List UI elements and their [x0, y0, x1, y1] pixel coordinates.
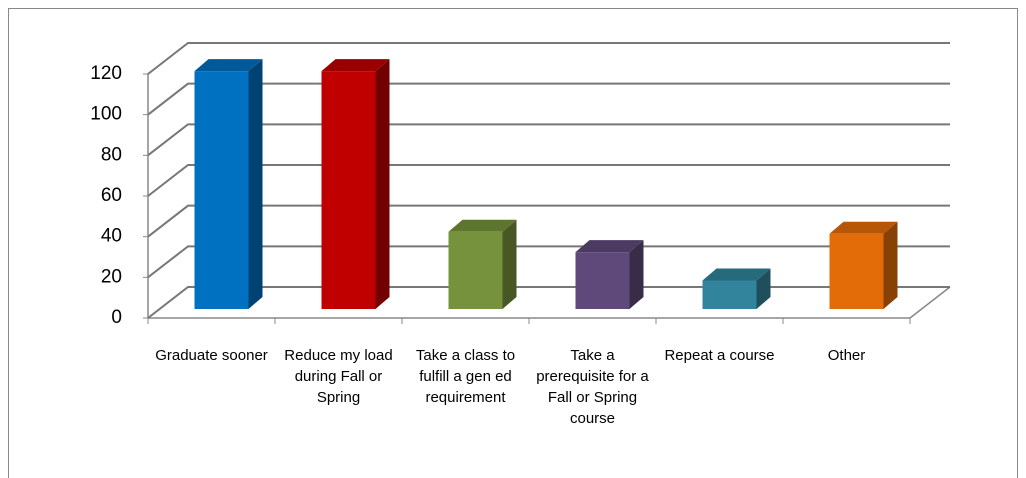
bar — [448, 219, 517, 309]
bar-front — [194, 71, 249, 309]
bar-side — [375, 59, 390, 309]
bar-top — [829, 221, 898, 234]
x-tick-label: Repeat a course — [664, 347, 775, 364]
bar-top — [448, 219, 517, 232]
x-tick-label: Other — [827, 347, 866, 364]
bar-side — [502, 219, 517, 309]
y-tick-label: 40 — [101, 226, 122, 247]
x-tick-label: Graduate sooner — [155, 347, 268, 364]
x-tick-label: Take a class to fulfill a gen ed require… — [415, 347, 516, 406]
y-tick-label: 20 — [101, 266, 122, 287]
floor-right — [909, 286, 951, 319]
bar-front — [448, 231, 503, 309]
bar-front — [575, 252, 630, 309]
y-tick-label: 0 — [111, 307, 122, 328]
bar-side — [248, 59, 263, 309]
bar-top — [575, 240, 644, 253]
bar-front — [321, 71, 376, 309]
y-tick-label: 80 — [101, 144, 122, 165]
bar-top — [702, 268, 771, 281]
bar-front — [702, 280, 757, 309]
bar-top — [194, 59, 263, 72]
bar-front — [829, 233, 884, 309]
y-tick-label: 60 — [101, 185, 122, 206]
grid-line — [147, 204, 950, 238]
grid-line — [147, 123, 950, 157]
bar-side — [883, 221, 898, 309]
bar-side — [629, 240, 644, 309]
bar — [702, 268, 771, 309]
x-tick-label: Take a prerequisite for a Fall or Spring… — [536, 347, 649, 427]
grid-line — [147, 42, 950, 75]
grid-line — [147, 164, 950, 197]
grid-line — [147, 82, 950, 116]
bar — [829, 221, 898, 309]
bar-top — [321, 59, 390, 72]
bar — [194, 59, 263, 309]
grid-line — [147, 286, 950, 319]
y-tick-label: 100 — [90, 104, 122, 125]
frame — [8, 8, 1018, 478]
grid-line — [147, 245, 950, 279]
x-tick-label: Reduce my load during Fall or Spring — [284, 347, 393, 406]
y-tick-label: 120 — [90, 63, 122, 84]
bar — [321, 59, 390, 309]
bar-side — [756, 268, 771, 309]
bar — [575, 240, 644, 309]
